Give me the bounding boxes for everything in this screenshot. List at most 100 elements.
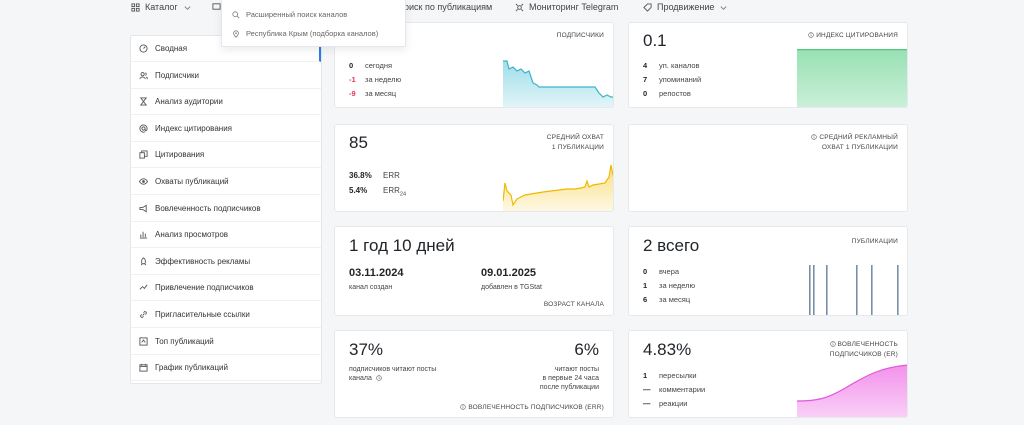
sidebar-item[interactable]: Цитирования [131, 142, 321, 169]
er-label-line2: ПОДПИСЧИКОВ (ER) [829, 351, 898, 358]
top-navigation: Каталог оиск по публикациям Мониторинг T… [0, 0, 1024, 16]
er-label-line1-text: ВОВЛЕЧЕННОСТЬ [837, 341, 898, 348]
dropdown-item-crimea[interactable]: Республика Крым (подборка каналов) [232, 29, 378, 38]
stat-value: 6 [643, 295, 648, 304]
stat-label: сегодня [365, 61, 393, 70]
calendar-icon [139, 364, 148, 372]
nav-catalog-label: Каталог [145, 2, 178, 12]
list-item: 1 пересылки [643, 371, 697, 380]
read-rate-right-desc: читают посты в первые 24 часа после публ… [540, 365, 599, 392]
subscribers-sparkline [503, 60, 613, 107]
stat-label: за неделю [659, 281, 696, 290]
read-rate-left-line2-text: канала [349, 375, 372, 382]
ad-reach-label: СРЕДНИЙ РЕКЛАМНЫЙ ОХВАТ 1 ПУБЛИКАЦИИ [811, 133, 898, 153]
sidebar-item[interactable]: Подписчики [131, 63, 321, 89]
stat-value: 0 [643, 267, 648, 276]
sidebar-item[interactable]: График публикаций [131, 355, 321, 382]
stat-label: упоминаний [659, 75, 702, 84]
sidebar-item[interactable]: Пригласительные ссылки [131, 302, 321, 328]
chevron-down-icon [720, 5, 727, 10]
sidebar-item[interactable]: Индекс цитирования [131, 116, 321, 142]
nav-catalog[interactable]: Каталог [131, 2, 192, 12]
list-item: 0 вчера [643, 267, 679, 276]
list-item: -1 за неделю [349, 75, 401, 84]
list-item: 1 за неделю [643, 281, 695, 290]
age-value: 1 год 10 дней [349, 236, 455, 255]
ad-reach-label-line2: ОХВАТ 1 ПУБЛИКАЦИИ [821, 144, 898, 151]
sidebar-item-label: Охваты публикаций [155, 177, 229, 186]
dropdown-item-advanced-search[interactable]: Расширенный поиск каналов [232, 10, 347, 19]
read-rate-left-desc: подписчиков читают посты канала [349, 365, 436, 383]
publications-label: ПУБЛИКАЦИИ [851, 238, 898, 245]
users-icon [139, 71, 148, 79]
sidebar-item-label: Топ публикаций [155, 336, 214, 346]
sidebar-item-label: Анализ аудитории [155, 97, 223, 107]
stat-value: 4 [643, 61, 648, 70]
sidebar-item[interactable]: Топ публикаций [131, 329, 321, 355]
search-icon [232, 10, 240, 18]
sidebar-item-label: Привлечение подписчиков [155, 283, 254, 293]
map-pin-icon [233, 29, 239, 38]
nav-search-publications[interactable]: оиск по публикациям [404, 2, 492, 12]
trend-icon [139, 284, 148, 291]
gauge-icon [139, 44, 148, 53]
nav-promotion-label: Продвижение [657, 2, 715, 12]
created-date: 03.11.2024 [349, 267, 404, 279]
stat-value: 7 [643, 75, 648, 84]
stat-label: вчера [659, 267, 680, 276]
tag-icon [643, 2, 652, 12]
er-value: 4.83% [643, 340, 692, 359]
sidebar-item-label: Пригласительные ссылки [155, 310, 250, 319]
sidebar-item[interactable]: Сводная [131, 36, 321, 62]
card-ad-reach: СРЕДНИЙ РЕКЛАМНЫЙ ОХВАТ 1 ПУБЛИКАЦИИ [628, 124, 908, 212]
read-rate-left-line1: подписчиков читают посты [349, 366, 437, 373]
sidebar-item-label: График публикаций [155, 363, 228, 373]
reach-label-line1: СРЕДНИЙ ОХВАТ [546, 134, 604, 141]
stat-label: за месяц [659, 295, 691, 304]
err-value: 36.8% [349, 171, 372, 180]
list-item: — реакции [643, 399, 687, 408]
stat-value: -1 [349, 75, 356, 84]
copy-icon [139, 150, 148, 159]
dropdown-item-label: Республика Крым (подборка каналов) [246, 29, 379, 38]
stat-value: — [643, 399, 651, 408]
sidebar-item[interactable]: Охваты публикаций [131, 169, 321, 195]
nav-stub[interactable] [212, 2, 221, 11]
at-icon [139, 124, 148, 133]
card-engagement-er: 4.83% ВОВЛЕЧЕННОСТЬ ПОДПИСЧИКОВ (ER) 1 пе… [628, 330, 908, 418]
subscribers-label: ПОДПИСЧИКИ [556, 32, 604, 39]
reach-value: 85 [349, 133, 368, 152]
sidebar-item[interactable]: Анализ просмотров [131, 222, 321, 249]
sidebar-item-label: Индекс цитирования [155, 123, 233, 133]
nav-promotion[interactable]: Продвижение [643, 2, 728, 12]
citation-label: ИНДЕКС ЦИТИРОВАНИЯ [808, 31, 898, 41]
sidebar-item[interactable]: Вовлеченность подписчиков [131, 196, 321, 222]
read-rate-label-text: ВОВЛЕЧЕННОСТЬ ПОДПИСЧИКОВ (ERR) [468, 404, 604, 411]
sidebar-item[interactable]: Анализ аудитории [131, 89, 321, 116]
link-icon [140, 311, 147, 318]
hourglass-icon [139, 97, 148, 106]
read-rate-left-value: 37% [349, 340, 384, 359]
rocket-icon [140, 257, 147, 266]
clock-icon [376, 375, 382, 381]
grid-icon [131, 2, 140, 12]
stat-value: 1 [643, 371, 648, 380]
created-label: канал создан [349, 284, 393, 291]
sidebar-item-label: Вовлеченность подписчиков [155, 203, 261, 213]
stat-value: 1 [643, 281, 648, 290]
stat-label: пересылки [659, 371, 697, 380]
card-subscribers: ПОДПИСЧИКИ 0 сегодня -1 за неделю -9 за мес… [334, 22, 614, 108]
list-item: -9 за месяц [349, 89, 396, 98]
sidebar-item[interactable]: Привлечение подписчиков [131, 275, 321, 302]
added-date: 09.01.2025 [481, 267, 537, 279]
sidebar-item[interactable]: Эффективность рекламы [131, 249, 321, 275]
list-item: 6 за месяц [643, 295, 690, 304]
list-item: 4 уп. каналов [643, 61, 700, 70]
stat-label: за неделю [365, 75, 402, 84]
stat-label: уп. каналов [659, 61, 700, 70]
read-rate-right-line3: после публикации [539, 384, 599, 391]
dropdown-item-label: Расширенный поиск каналов [246, 10, 348, 19]
sidebar-item-label: Эффективность рекламы [155, 256, 251, 266]
ad-reach-label-line1: СРЕДНИЙ РЕКЛАМНЫЙ [811, 133, 898, 143]
nav-monitoring[interactable]: Мониторинг Telegram [515, 2, 618, 12]
